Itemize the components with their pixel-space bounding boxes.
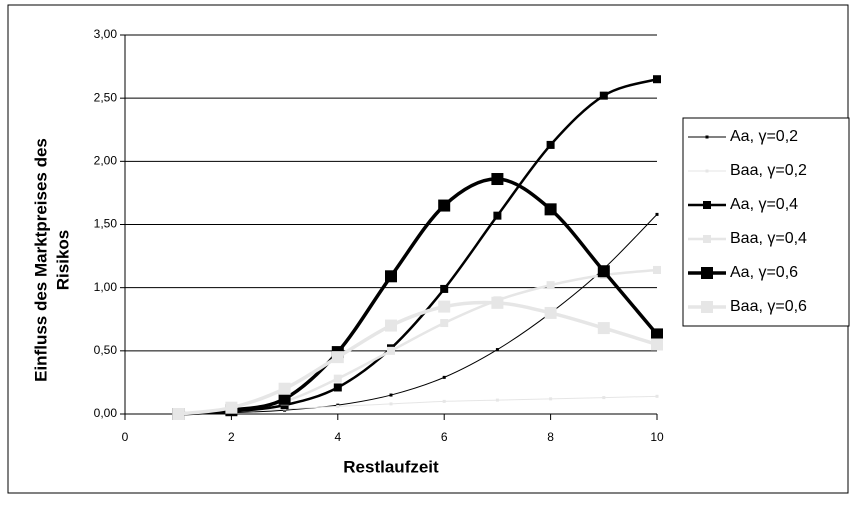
marker [544,306,557,319]
marker [495,398,499,402]
marker [495,348,499,352]
series-line [177,300,658,416]
marker [599,91,608,100]
legend-marker [703,235,711,243]
legend-marker [703,201,711,209]
legend-marker [701,267,713,279]
marker [333,383,342,392]
marker [385,319,397,332]
legend-marker [705,135,709,139]
marker [602,396,606,400]
marker [385,270,397,283]
marker [438,300,451,313]
x-tick-label: 10 [650,430,664,444]
marker [336,404,340,408]
marker [278,382,291,395]
marker [597,322,610,335]
marker [278,392,291,405]
marker [493,211,502,220]
series-line [178,214,658,415]
legend-label: Aa, γ=0,2 [730,128,798,145]
marker [438,199,451,212]
y-tick-label: 0,50 [94,343,118,357]
x-tick-label: 4 [334,430,341,444]
y-tick-label: 2,00 [94,154,118,168]
marker [387,346,395,355]
marker [653,265,661,274]
marker [655,212,659,216]
marker [544,203,557,216]
x-tick-label: 0 [122,430,129,444]
legend-marker [701,301,713,313]
marker [442,399,446,403]
x-tick-label: 2 [228,430,235,444]
marker [333,374,342,383]
marker [651,338,663,351]
marker [440,319,449,328]
marker [546,140,555,149]
series-line [178,177,659,416]
marker [597,265,610,278]
y-tick-label: 3,00 [94,27,118,41]
legend-label: Baa, γ=0,4 [730,230,807,247]
legend-label: Baa, γ=0,2 [730,162,807,179]
x-tick-label: 8 [547,430,554,444]
marker [172,408,185,420]
marker [389,402,393,406]
marker [491,296,504,309]
y-tick-label: 0,00 [94,406,118,420]
x-axis-label: Restlaufzeit [343,457,439,476]
legend-label: Baa, γ=0,6 [730,298,807,315]
legend-label: Aa, γ=0,6 [730,264,798,281]
y-tick-label: 1,50 [94,217,118,231]
marker [651,328,663,341]
y-tick-label: 2,50 [94,90,118,104]
legend-box [682,117,850,327]
marker [225,401,238,414]
series-line [178,78,658,416]
marker [653,75,661,84]
y-axis-label: Risikos [53,230,72,290]
legend-label: Aa, γ=0,4 [730,196,798,213]
x-tick-label: 6 [441,430,448,444]
marker [440,284,449,293]
marker [331,351,344,364]
marker [389,393,393,397]
marker [442,375,446,379]
y-tick-label: 1,00 [94,280,118,294]
legend-marker [705,169,709,173]
marker [491,173,504,186]
marker [546,281,555,290]
marker [549,397,553,401]
y-axis-label: Einfluss des Marktpreises des [31,138,50,382]
marker [655,394,659,398]
